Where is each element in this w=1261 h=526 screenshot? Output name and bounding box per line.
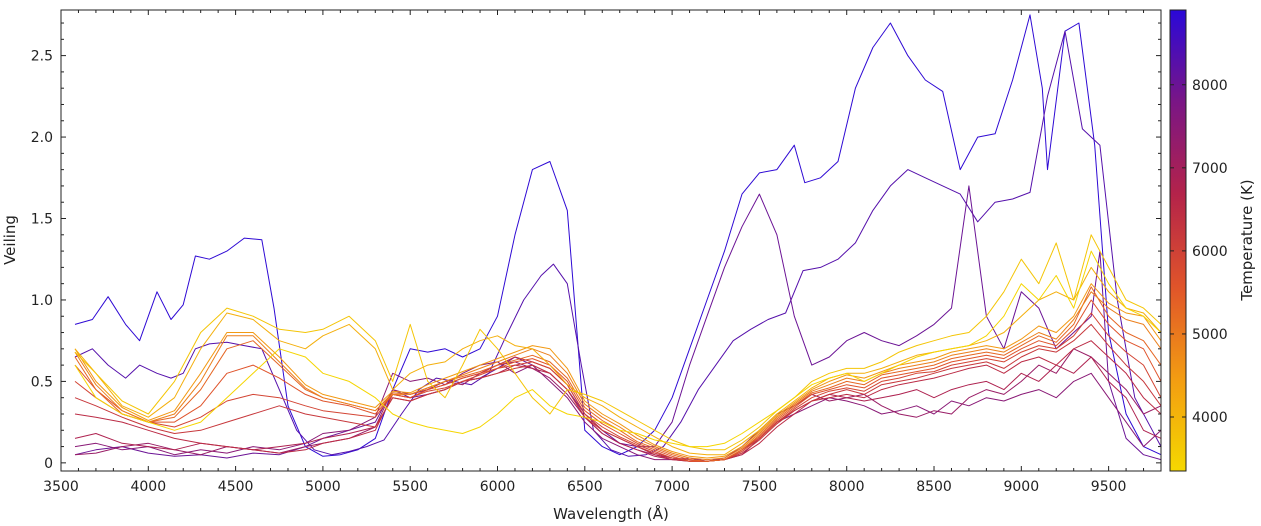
series-line-3 [74, 361, 1161, 462]
series-line-14 [74, 234, 1161, 451]
y-tick-label: 2.0 [31, 130, 53, 146]
series-line-10 [74, 286, 1161, 462]
series-line-5 [74, 356, 1161, 462]
y-tick-label: 0 [44, 456, 53, 472]
plot-frame [60, 9, 1162, 472]
series-lines [74, 14, 1161, 462]
x-tick-label: 4500 [218, 479, 254, 495]
colorbar-tick-label: 8000 [1192, 78, 1228, 94]
x-tick-label: 8500 [916, 479, 952, 495]
series-line-9 [74, 299, 1161, 462]
x-tick-label: 6500 [567, 479, 603, 495]
series-line-1 [74, 30, 1161, 457]
y-tick-label: 2.5 [31, 49, 53, 65]
series-line-15 [74, 250, 1161, 448]
x-tick-label: 7500 [742, 479, 778, 495]
series-line-11 [74, 291, 1161, 461]
series-line-0 [74, 14, 1161, 457]
x-tick-label: 8000 [829, 479, 865, 495]
colorbar-tick-label: 5000 [1192, 327, 1228, 343]
colorbar-axis: 4000 5000 6000 7000 8000 [1170, 78, 1228, 426]
x-tick-label: 9000 [1003, 479, 1039, 495]
series-line-12 [74, 283, 1161, 459]
x-tick-label: 3500 [43, 479, 79, 495]
colorbar-tick-label: 4000 [1192, 410, 1228, 426]
y-tick-label: 1.0 [31, 293, 53, 309]
x-axis-title: Wavelength (Å) [553, 504, 669, 523]
x-tick-label: 5000 [305, 479, 341, 495]
series-line-2 [74, 185, 1161, 461]
x-tick-label: 7000 [654, 479, 690, 495]
series-line-7 [74, 323, 1161, 462]
series-line-6 [74, 340, 1161, 462]
x-tick-label: 4000 [130, 479, 166, 495]
colorbar-tick-label: 7000 [1192, 161, 1228, 177]
colorbar-title: Temperature (K) [1238, 179, 1256, 301]
y-axis-title: Veiling [1, 215, 19, 265]
y-tick-label: 1.5 [31, 212, 53, 228]
x-tick-label: 5500 [392, 479, 428, 495]
x-axis: 3500 4000 4500 5000 5500 6000 6500 7000 7500 8000… [43, 10, 1145, 495]
x-tick-label: 6000 [480, 479, 516, 495]
series-line-8 [74, 312, 1161, 462]
y-tick-label: 0.5 [31, 374, 53, 390]
colorbar [1169, 9, 1187, 472]
colorbar-tick-label: 6000 [1192, 244, 1228, 260]
y-axis: 0 0.5 1.0 1.5 2.0 2.5 [31, 22, 1161, 472]
series-line-4 [74, 348, 1161, 462]
x-tick-label: 9500 [1091, 479, 1127, 495]
